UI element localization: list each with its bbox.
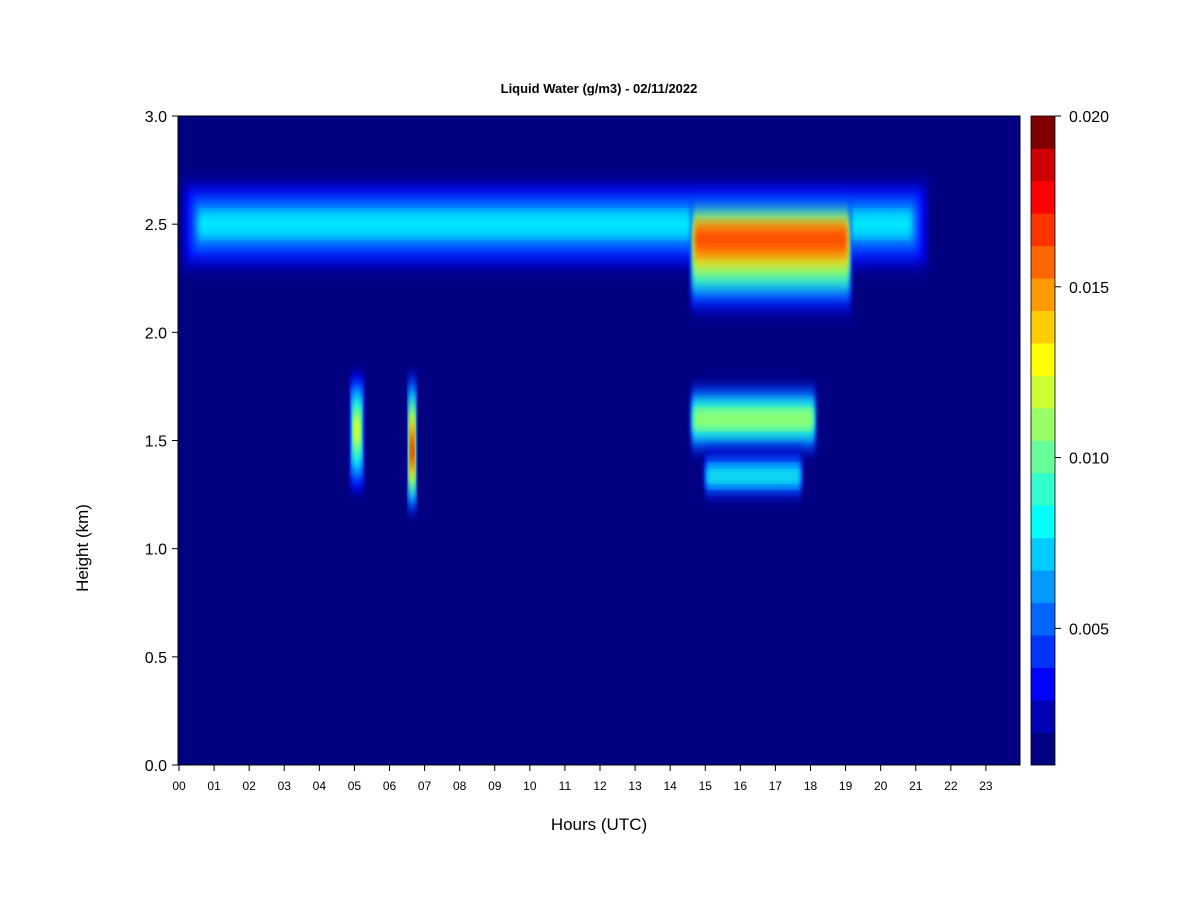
colorbar-swatch [1031, 343, 1055, 376]
colorbar-tick-label: 0.005 [1069, 621, 1109, 638]
colorbar-swatch [1031, 472, 1055, 506]
colorbar-swatch [1031, 180, 1055, 214]
x-tick-label: 11 [559, 779, 572, 793]
y-tick-label: 3.0 [145, 109, 167, 126]
x-tick-label: 18 [804, 779, 818, 793]
heatmap-layer [181, 183, 929, 513]
chart-title: Liquid Water (g/m3) - 02/11/2022 [501, 81, 698, 96]
colorbar-swatch [1031, 700, 1055, 733]
colorbar-swatch [1031, 245, 1055, 279]
x-tick-label: 19 [839, 779, 853, 793]
x-axis: 00 01 02 03 04 05 06 07 08 09 10 11 12 13 14 15 16 17 18 19… [172, 765, 993, 793]
colorbar-swatch [1031, 375, 1055, 409]
colorbar-swatch [1031, 408, 1055, 441]
x-tick-label: 07 [418, 779, 432, 793]
x-tick-label: 04 [313, 779, 327, 793]
x-tick-label: 20 [874, 779, 888, 793]
colorbar-swatch [1031, 440, 1055, 474]
x-tick-label: 14 [663, 779, 677, 793]
heatmap-feature [704, 454, 802, 493]
colorbar-swatch [1031, 213, 1055, 247]
y-tick-label: 1.0 [145, 542, 167, 559]
y-tick-label: 0.0 [145, 758, 167, 775]
x-tick-label: 10 [523, 779, 537, 793]
colorbar-swatch [1031, 635, 1055, 668]
heatmap-feature [350, 373, 364, 491]
x-tick-label: 02 [242, 779, 256, 793]
colorbar-swatch [1031, 732, 1055, 766]
x-tick-label: 03 [278, 779, 292, 793]
colorbar [1030, 115, 1056, 766]
heatmap-band [695, 229, 847, 248]
x-tick-label: 00 [172, 779, 186, 793]
colorbar-tick-label: 0.020 [1069, 109, 1109, 126]
colorbar-swatch [1031, 537, 1055, 571]
y-axis-label: Height (km) [73, 504, 92, 592]
x-tick-label: 05 [348, 779, 362, 793]
colorbar-ticks: 0.005 0.010 0.015 0.020 [1055, 109, 1109, 638]
y-tick-label: 1.5 [145, 434, 167, 451]
colorbar-swatch [1031, 148, 1055, 182]
x-tick-label: 21 [909, 779, 923, 793]
y-tick-label: 2.5 [145, 217, 167, 234]
heatmap-feature [691, 203, 851, 310]
x-tick-label: 13 [628, 779, 642, 793]
heatmap-band [694, 413, 813, 425]
colorbar-frame [1030, 115, 1056, 766]
heatmap-feature [690, 387, 816, 451]
colorbar-swatch [1031, 310, 1055, 344]
colorbar-swatch [1031, 505, 1055, 539]
heatmap-band [410, 438, 414, 463]
colorbar-tick-label: 0.015 [1069, 280, 1109, 297]
colorbar-swatch [1031, 570, 1055, 604]
x-tick-label: 17 [769, 779, 783, 793]
colorbar-swatch [1031, 278, 1055, 311]
x-tick-label: 15 [699, 779, 713, 793]
y-tick-label: 2.0 [145, 325, 167, 342]
x-tick-label: 08 [453, 779, 467, 793]
x-tick-label: 22 [944, 779, 958, 793]
x-tick-label: 09 [488, 779, 502, 793]
heatmap-band [707, 473, 800, 480]
colorbar-swatch [1031, 116, 1055, 149]
x-axis-label: Hours (UTC) [551, 815, 647, 834]
heatmap-feature [408, 375, 417, 513]
x-tick-label: 12 [593, 779, 607, 793]
colorbar-swatch [1031, 667, 1055, 701]
x-tick-label: 16 [734, 779, 748, 793]
colorbar-tick-label: 0.010 [1069, 451, 1109, 468]
colorbar-swatch [1031, 602, 1055, 636]
x-tick-label: 01 [207, 779, 221, 793]
y-axis: 0.0 0.5 1.0 1.5 2.0 2.5 3.0 [145, 109, 178, 775]
x-tick-label: 06 [383, 779, 397, 793]
x-tick-label: 23 [979, 779, 993, 793]
heatmap-band [354, 419, 360, 441]
y-tick-label: 0.5 [145, 650, 167, 667]
